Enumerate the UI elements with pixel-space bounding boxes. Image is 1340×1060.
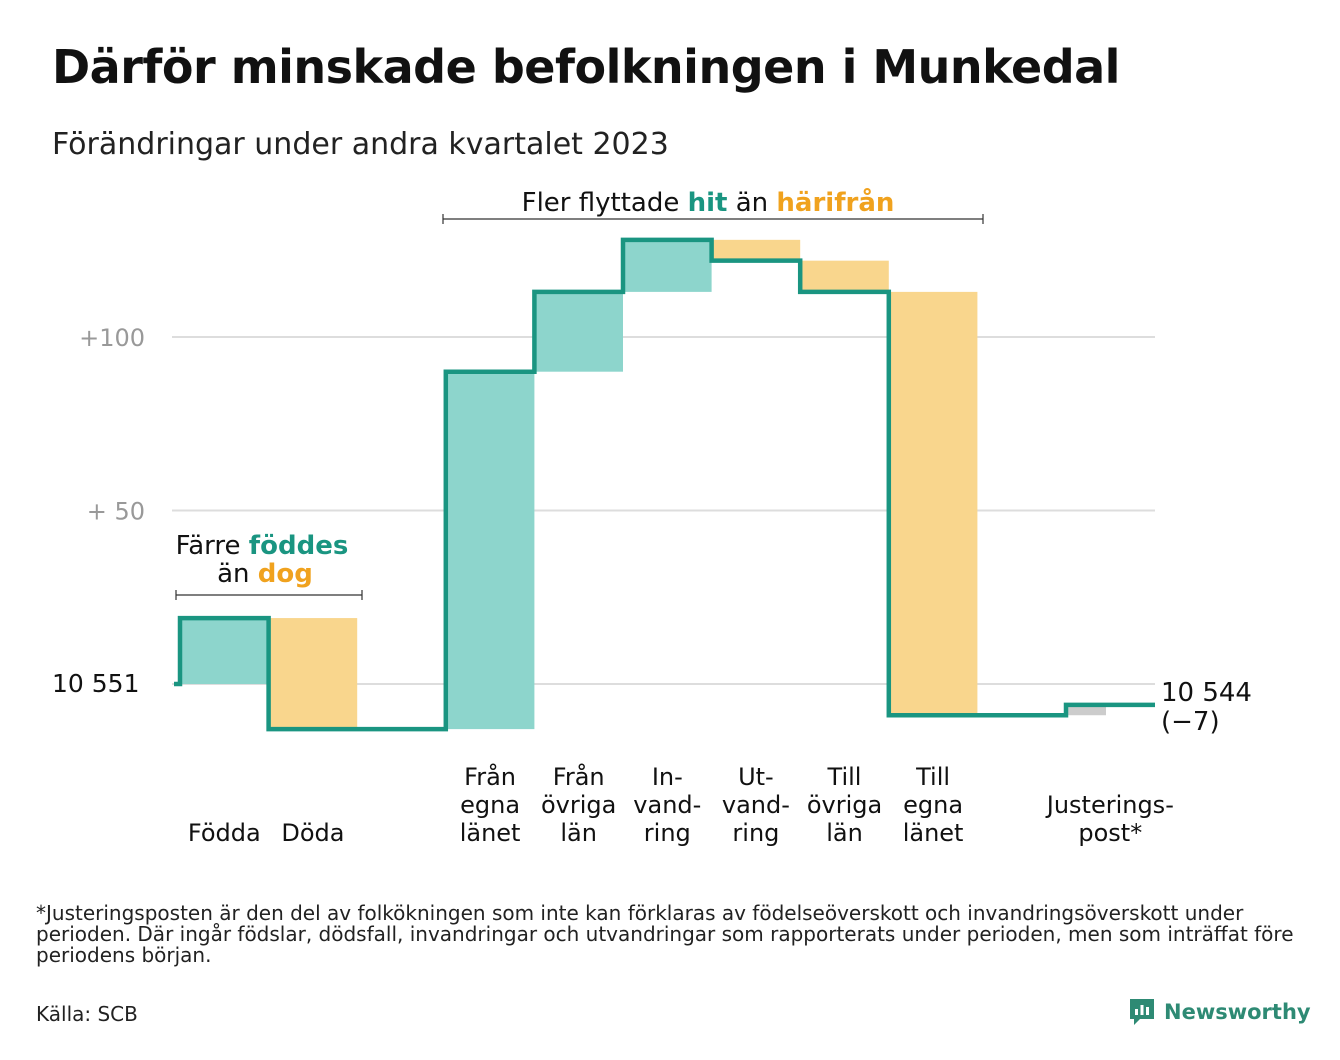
x-category-label: egna xyxy=(460,791,520,819)
chart-title: Därför minskade befolkningen i Munkedal xyxy=(52,40,1120,94)
end-change-label: (−7) xyxy=(1161,707,1220,737)
population-step-line xyxy=(174,237,1155,732)
births-annotation-line2: än dog xyxy=(217,559,313,589)
x-category-label: län xyxy=(826,819,863,847)
waterfall-bar xyxy=(445,371,535,730)
births-annotation-line1: Färre föddes xyxy=(176,531,349,561)
moves-annotation-text: än xyxy=(727,188,776,218)
start-value-label: 10 551 xyxy=(52,669,139,698)
x-category-label: Till xyxy=(915,763,950,791)
x-category-label: länet xyxy=(460,819,521,847)
x-category-label: Justerings- xyxy=(1045,791,1174,819)
waterfall-bar xyxy=(623,239,712,292)
moves-annotation-highlight: härifrån xyxy=(776,186,894,218)
x-category-label: Födda xyxy=(188,819,261,847)
x-category-label: vand- xyxy=(633,791,701,819)
end-value-label: 10 544 xyxy=(1161,678,1252,708)
waterfall-bar xyxy=(800,260,889,292)
waterfall-bar xyxy=(534,291,623,372)
x-category-label: Ut- xyxy=(738,763,774,791)
x-category-label: vand- xyxy=(722,791,790,819)
waterfall-bar xyxy=(1066,704,1106,716)
waterfall-bar xyxy=(180,618,269,684)
y-tick-label: + 50 xyxy=(87,498,145,526)
x-category-label: län xyxy=(560,819,597,847)
x-category-label: ring xyxy=(732,819,779,847)
moves-annotation-text: Fler flyttade xyxy=(522,188,688,218)
brand-name: Newsworthy xyxy=(1164,1000,1311,1024)
brand: Newsworthy xyxy=(1128,997,1311,1027)
bar-layer xyxy=(180,239,1106,730)
y-tick-label: +100 xyxy=(79,324,145,352)
chart-subtitle: Förändringar under andra kvartalet 2023 xyxy=(52,127,669,162)
x-category-label: övriga xyxy=(541,791,616,819)
moves-annotation-highlight: hit xyxy=(688,188,728,218)
x-category-label: övriga xyxy=(807,791,882,819)
x-category-label: ring xyxy=(644,819,691,847)
x-category-label: länet xyxy=(903,819,964,847)
x-category-label: egna xyxy=(903,791,963,819)
x-category-label: Till xyxy=(827,763,862,791)
newsworthy-logo-icon xyxy=(1130,999,1154,1025)
moves-annotation: Fler flyttade hit än härifrån xyxy=(522,186,895,218)
footnote: *Justeringsposten är den del av folkökni… xyxy=(36,901,1294,967)
x-category-label: In- xyxy=(652,763,683,791)
births-annotation-highlight: föddes xyxy=(249,531,349,561)
source-label: Källa: SCB xyxy=(36,1002,138,1026)
x-category-label: post* xyxy=(1078,819,1142,847)
x-category-label: Från xyxy=(553,762,605,791)
births-annotation-text: Färre xyxy=(176,531,249,561)
waterfall-bar xyxy=(888,291,978,716)
births-annotation-highlight: dog xyxy=(258,559,313,589)
births-annotation-text: än xyxy=(217,559,258,589)
waterfall-bar xyxy=(268,618,358,730)
x-category-label: Från xyxy=(464,762,516,791)
x-category-label: Döda xyxy=(281,819,344,847)
waterfall-bar xyxy=(711,239,801,261)
